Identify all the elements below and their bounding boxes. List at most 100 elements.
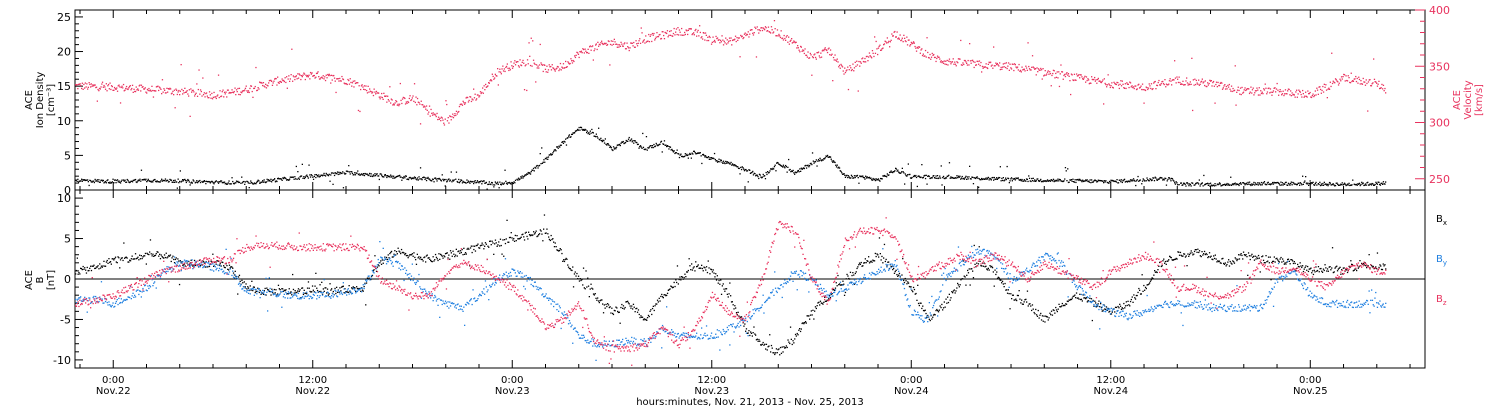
bx-point (241, 279, 243, 282)
density-point (101, 180, 104, 182)
velocity-point (1330, 85, 1332, 88)
velocity-point (552, 67, 554, 69)
bx-point (1004, 282, 1006, 285)
bx-point (783, 346, 785, 348)
velocity-point (325, 74, 327, 76)
bx-point (1027, 305, 1029, 307)
bx-point (700, 267, 702, 269)
velocity-point (413, 83, 416, 85)
velocity-point (814, 56, 817, 59)
velocity-point (168, 88, 170, 90)
x-tick-date-label: Nov.25 (1293, 386, 1328, 397)
velocity-point (443, 122, 445, 124)
density-point (1031, 177, 1033, 180)
velocity-point (1002, 63, 1004, 65)
density-point (922, 176, 924, 179)
density-point (347, 170, 349, 173)
velocity-point (128, 86, 131, 88)
bx-point (1045, 315, 1047, 317)
velocity-point (1006, 67, 1008, 70)
bx-point (629, 305, 631, 307)
density-point (490, 183, 492, 186)
density-point (794, 173, 796, 175)
density-point (181, 180, 183, 182)
density-point (158, 181, 161, 183)
bx-point (521, 234, 523, 236)
density-point (618, 143, 621, 146)
bx-point (779, 346, 782, 349)
density-point (1035, 180, 1037, 182)
density-point (1379, 183, 1381, 186)
velocity-point (618, 44, 621, 46)
bx-point (686, 271, 688, 273)
velocity-point (1222, 87, 1224, 89)
velocity-point (954, 61, 956, 63)
bx-point (316, 287, 318, 289)
density-point (993, 176, 995, 179)
velocity-point (399, 103, 401, 105)
density-point (1205, 183, 1207, 185)
bx-point (496, 245, 498, 247)
velocity-point (331, 79, 333, 81)
bx-point (282, 290, 285, 292)
density-point (938, 177, 940, 179)
velocity-point (1015, 66, 1017, 68)
velocity-point (1137, 84, 1139, 86)
velocity-point (482, 92, 484, 94)
bx-point (1057, 308, 1059, 310)
density-point (933, 175, 935, 177)
velocity-point (999, 62, 1001, 64)
density-point (1254, 184, 1256, 186)
density-point (733, 165, 735, 167)
bx-point (635, 308, 637, 310)
velocity-point (333, 77, 336, 79)
bx-point (203, 262, 206, 264)
density-point (1216, 183, 1218, 185)
velocity-point (666, 30, 669, 32)
density-point (1182, 184, 1184, 186)
velocity-point (1055, 76, 1058, 78)
density-point (227, 182, 229, 184)
velocity-point (121, 85, 123, 87)
velocity-point (649, 35, 651, 37)
velocity-point (935, 60, 937, 63)
bx-point (920, 302, 922, 304)
density-point (809, 163, 811, 165)
velocity-point (127, 88, 129, 91)
density-point (198, 180, 200, 182)
velocity-point (806, 56, 808, 58)
density-point (965, 175, 967, 177)
velocity-point (1331, 52, 1333, 54)
density-point (1385, 181, 1387, 183)
bx-point (82, 265, 84, 268)
velocity-point (1113, 81, 1115, 83)
bx-point (159, 258, 162, 260)
velocity-point (980, 61, 982, 64)
velocity-point (538, 67, 540, 69)
density-point (361, 173, 363, 175)
density-point (780, 165, 782, 167)
density-point (1278, 182, 1280, 184)
density-point (1136, 179, 1138, 181)
velocity-point (1278, 91, 1281, 93)
bx-point (966, 274, 968, 276)
density-point (452, 180, 455, 182)
density-point (291, 176, 293, 178)
density-point (731, 164, 733, 166)
bx-point (387, 254, 389, 256)
velocity-point (491, 73, 493, 75)
velocity-point (1199, 83, 1201, 85)
velocity-point (470, 100, 473, 103)
velocity-point (1358, 76, 1360, 78)
density-point (1371, 182, 1373, 185)
density-point (503, 182, 505, 184)
bx-point (224, 267, 226, 269)
velocity-point (1304, 95, 1306, 97)
density-point (710, 158, 712, 160)
bx-point (581, 278, 583, 281)
density-point (322, 174, 324, 176)
velocity-point (1135, 88, 1138, 91)
bx-point (1001, 280, 1004, 282)
density-point (122, 179, 125, 181)
bx-point (254, 291, 256, 294)
